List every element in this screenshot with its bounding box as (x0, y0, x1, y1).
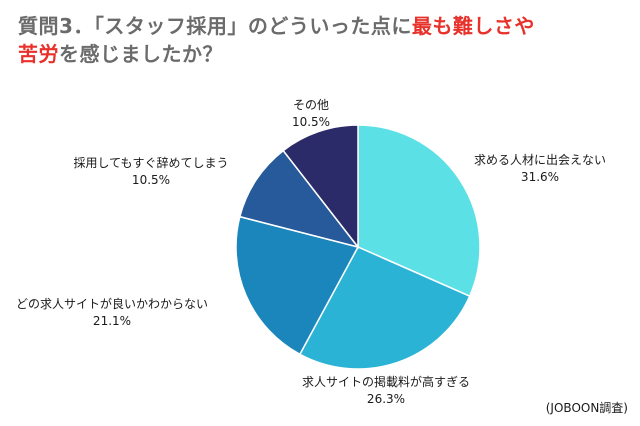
slice-label-3-name: 採用してもすぐ辞めてしまう (73, 156, 229, 170)
pie-slice-4 (282, 124, 359, 250)
slice-label-3-value: 10.5% (131, 173, 171, 187)
slice-label-4-value: 10.5% (291, 115, 331, 129)
slice-label-4-name: その他 (292, 98, 329, 112)
slice-label-0-value: 31.6% (520, 170, 560, 184)
slice-label-2-name: どの求人サイトが良いかわからない (15, 297, 209, 311)
pie-slice-2 (235, 215, 360, 356)
slice-label-1-name: 求人サイトの掲載料が高すぎる (301, 375, 471, 389)
chart-title: 質問3．「スタッフ採用」のどういった点に最も難しさや 苦労を感じましたか？ (18, 12, 628, 68)
pie-slice-0 (357, 124, 481, 298)
title-highlight1: 最も難しさや (411, 14, 535, 38)
pie-slice-3 (238, 149, 360, 249)
slice-label-4: その他 10.5% (292, 97, 330, 131)
title-highlight2: 苦労 (18, 42, 59, 66)
source-note: (JOBOON調査) (545, 401, 628, 415)
slice-label-1-value: 26.3% (366, 392, 406, 406)
slice-label-0: 求める人材に出会えない 31.6% (474, 152, 606, 186)
slice-label-2-value: 21.1% (92, 314, 132, 328)
slice-label-2: どの求人サイトが良いかわからない 21.1% (16, 296, 208, 330)
slice-label-3: 採用してもすぐ辞めてしまう 10.5% (73, 155, 228, 189)
slice-label-0-name: 求める人材に出会えない (473, 153, 607, 167)
title-part1: 質問3．「スタッフ採用」のどういった点に (18, 14, 412, 38)
title-part2: を感じましたか？ (59, 42, 223, 66)
pie-slices (235, 124, 481, 370)
slice-label-1: 求人サイトの掲載料が高すぎる 26.3% (302, 374, 470, 408)
